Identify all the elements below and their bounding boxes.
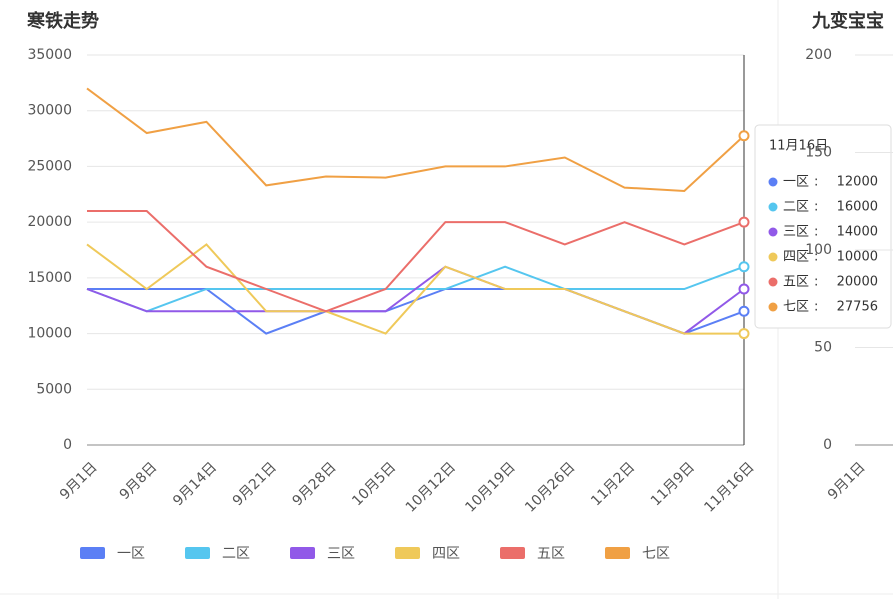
chart-title: 九变宝宝 <box>811 10 884 32</box>
tooltip-name: 七区 <box>783 300 809 315</box>
tooltip-title: 11月16日 <box>769 139 828 154</box>
legend-swatch[interactable] <box>290 547 315 559</box>
series-line <box>86 243 744 335</box>
y-tick-label: 25000 <box>27 158 72 174</box>
point <box>738 328 750 340</box>
tooltip-colon: : <box>814 200 818 215</box>
x-tick-label: 10月19日 <box>462 459 518 515</box>
tooltip-dot <box>768 202 778 212</box>
y-tick-label: 200 <box>805 47 832 63</box>
y-tick-label: 0 <box>823 437 832 453</box>
legend-swatch[interactable] <box>395 547 420 559</box>
legend-swatch[interactable] <box>605 547 630 559</box>
y-tick-label: 35000 <box>27 47 72 63</box>
legend-swatch[interactable] <box>500 547 525 559</box>
tooltip-box <box>754 124 892 329</box>
y-tick-label: 50 <box>814 340 832 356</box>
tooltip-colon: : <box>814 275 818 290</box>
tooltip-dot <box>768 302 778 312</box>
x-tick-label: 9月21日 <box>230 459 280 509</box>
x-tick-label: 9月1日 <box>57 459 101 503</box>
series-line <box>87 210 745 313</box>
point <box>738 283 750 295</box>
x-tick-label: 10月26日 <box>522 459 578 515</box>
point <box>738 305 750 317</box>
tooltip-value: 20000 <box>837 275 878 290</box>
y-tick-label: 150 <box>805 145 832 161</box>
legend-label[interactable]: 一区 <box>117 546 145 562</box>
point <box>738 216 750 228</box>
y-tick-label: 100 <box>805 242 832 258</box>
tooltip-value: 12000 <box>837 175 878 190</box>
tooltip-colon: : <box>814 250 818 265</box>
series-line <box>86 87 745 192</box>
tooltip-name: 五区 <box>783 275 809 290</box>
x-tick-label: 11月2日 <box>588 459 638 509</box>
tooltip-colon: : <box>814 225 818 240</box>
tooltip-name: 一区 <box>783 175 809 190</box>
x-tick-label: 10月5日 <box>349 459 399 509</box>
x-tick-label: 9月28日 <box>290 459 340 509</box>
x-tick-label: 9月14日 <box>170 459 220 509</box>
legend-swatch[interactable] <box>185 547 210 559</box>
tooltip-value: 10000 <box>837 250 878 265</box>
legend-label[interactable]: 三区 <box>327 546 355 562</box>
point <box>738 261 750 273</box>
x-tick-label: 9月1日 <box>825 459 869 503</box>
legend-label[interactable]: 二区 <box>222 546 250 562</box>
tooltip-colon: : <box>814 300 818 315</box>
tooltip-name: 三区 <box>783 225 809 240</box>
y-tick-label: 5000 <box>36 381 72 397</box>
y-tick-label: 15000 <box>27 270 72 286</box>
legend-label[interactable]: 五区 <box>537 546 565 562</box>
x-tick-label: 11月9日 <box>648 459 698 509</box>
legend-swatch[interactable] <box>80 547 105 559</box>
chart-title: 寒铁走势 <box>26 10 99 32</box>
y-tick-label: 0 <box>63 437 72 453</box>
tooltip-dot <box>768 252 778 262</box>
tooltip-value: 14000 <box>837 225 878 240</box>
y-tick-label: 30000 <box>27 103 72 119</box>
y-tick-label: 10000 <box>27 326 72 342</box>
x-tick-label: 11月16日 <box>701 459 757 515</box>
legend-label[interactable]: 四区 <box>432 546 460 562</box>
tooltip-dot <box>768 277 778 287</box>
x-tick-label: 9月8日 <box>117 459 161 503</box>
y-tick-label: 20000 <box>27 214 72 230</box>
chart-1: 寒铁走势 0 5000 10000 15000 20000 25000 30000 35000 9… <box>26 10 892 562</box>
point <box>738 130 750 142</box>
legend-label[interactable]: 七区 <box>642 546 670 562</box>
tooltip-value: 27756 <box>837 300 878 315</box>
tooltip-name: 二区 <box>783 200 809 215</box>
x-tick-label: 10月12日 <box>403 459 459 515</box>
tooltip-dot <box>768 227 778 237</box>
tooltip-dot <box>768 177 778 187</box>
tooltip-name: 四区 <box>783 250 809 265</box>
tooltip-value: 16000 <box>837 200 878 215</box>
tooltip-colon: : <box>814 175 818 190</box>
